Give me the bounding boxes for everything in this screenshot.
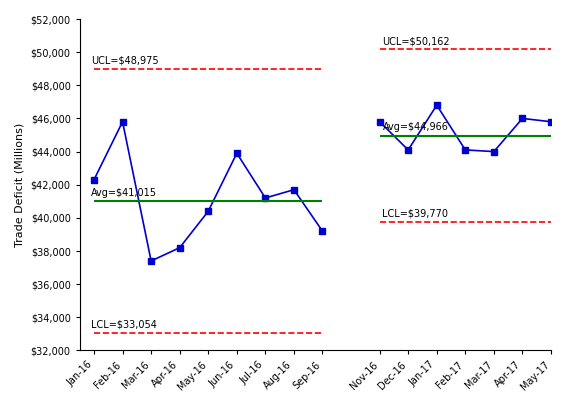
Text: UCL=$50,162: UCL=$50,162 (383, 36, 450, 46)
Y-axis label: Trade Deficit (Millions): Trade Deficit (Millions) (15, 123, 25, 247)
Text: Avg=$44,966: Avg=$44,966 (383, 122, 448, 132)
Text: Avg=$41,015: Avg=$41,015 (91, 188, 157, 198)
Text: LCL=$39,770: LCL=$39,770 (383, 208, 448, 219)
Text: UCL=$48,975: UCL=$48,975 (91, 56, 158, 66)
Text: LCL=$33,054: LCL=$33,054 (91, 319, 157, 330)
